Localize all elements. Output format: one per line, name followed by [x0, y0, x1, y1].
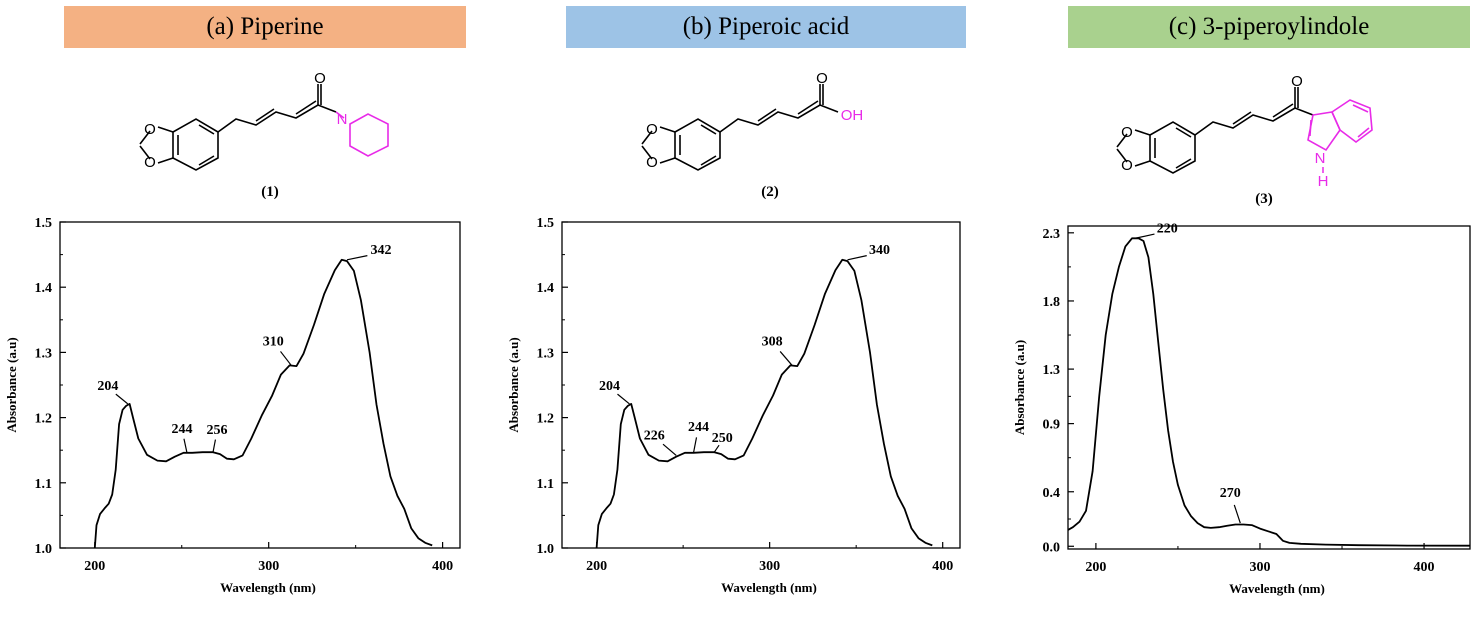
- atom-label: O: [144, 121, 156, 138]
- peak-leader: [847, 255, 867, 261]
- y-tick-label: 0.9: [1043, 418, 1061, 433]
- x-tick-label: 300: [759, 559, 780, 574]
- peak-label: 342: [370, 243, 391, 258]
- y-tick-label: 1.0: [35, 542, 53, 557]
- y-tick-label: 1.5: [537, 216, 555, 231]
- x-tick-label: 400: [1414, 560, 1435, 575]
- compound-label: (2): [761, 184, 779, 200]
- atom-label: O: [646, 121, 658, 138]
- peak-leader: [346, 255, 368, 261]
- y-tick-label: 0.4: [1043, 486, 1061, 501]
- peak-leader: [713, 444, 720, 453]
- peak-label: 204: [599, 379, 620, 394]
- peak-leader: [1233, 504, 1241, 524]
- y-tick-label: 1.3: [537, 346, 555, 361]
- y-tick-label: 1.5: [35, 216, 53, 231]
- atom-label: OH: [841, 107, 864, 124]
- peak-label: 244: [171, 422, 192, 437]
- peak-label: 308: [762, 334, 783, 349]
- x-axis-label: Wavelength (nm): [220, 580, 316, 595]
- panel-3-piperoylindole: (c) 3-piperoylindole O O O N H: [980, 0, 1472, 625]
- spectrum-line: [595, 258, 933, 549]
- atom-label: O: [1291, 73, 1303, 90]
- atom-label: O: [646, 154, 658, 171]
- peak-label: 250: [712, 431, 733, 446]
- atom-label: H: [1318, 173, 1329, 190]
- y-tick-label: 1.3: [35, 346, 53, 361]
- x-tick-label: 200: [84, 559, 105, 574]
- peak-label: 220: [1157, 221, 1178, 236]
- peak-label: 270: [1220, 486, 1241, 501]
- x-axis-label: Wavelength (nm): [1229, 581, 1325, 596]
- 3-piperoylindole-structure: O O O N H (3): [1116, 73, 1373, 207]
- x-tick-label: 200: [1085, 560, 1106, 575]
- y-tick-label: 1.4: [35, 281, 53, 296]
- peak-label: 340: [869, 243, 890, 258]
- y-tick-label: 0.0: [1043, 540, 1061, 555]
- y-tick-label: 1.1: [35, 477, 53, 492]
- compound-label: (1): [261, 184, 279, 200]
- peak-label: 204: [97, 379, 118, 394]
- plot-frame: [1067, 225, 1471, 550]
- peak-leader: [183, 438, 188, 453]
- x-tick-label: 400: [432, 559, 453, 574]
- atom-label: O: [1121, 124, 1133, 141]
- y-tick-label: 1.2: [35, 412, 53, 427]
- spectrum-line: [93, 258, 433, 549]
- chart-3-piperoylindole: 0.0 0.4 0.9 1.3 1.8 2.3 200 300 400 Wavelength (n…: [1012, 221, 1471, 596]
- atom-label: N: [337, 111, 348, 128]
- panel-header: (b) Piperoic acid: [566, 6, 966, 48]
- peak-label: 310: [263, 334, 284, 349]
- spectrum-line: [1067, 237, 1471, 547]
- peak-leader: [779, 351, 793, 366]
- y-tick-label: 1.0: [537, 542, 555, 557]
- piperoic-acid-structure: O O O OH (2): [641, 72, 864, 200]
- peak-leader: [212, 439, 217, 453]
- compound-label: (3): [1255, 191, 1273, 207]
- y-tick-label: 1.3: [1043, 363, 1061, 378]
- panel-piperine: (a) Piperine O O O N (1): [0, 0, 490, 625]
- panel-piperoic-acid: (b) Piperoic acid O O O OH (2) 1.0 1.1 1.2…: [490, 0, 980, 625]
- peak-label: 256: [207, 423, 228, 438]
- x-tick-label: 300: [258, 559, 279, 574]
- peak-leader: [617, 393, 630, 405]
- atom-label: O: [314, 72, 326, 87]
- atom-label: O: [1121, 157, 1133, 174]
- peak-leader: [692, 437, 698, 453]
- peak-label: 226: [644, 428, 665, 443]
- x-tick-label: 200: [586, 559, 607, 574]
- peak-leader: [1135, 233, 1155, 239]
- y-tick-label: 1.2: [537, 412, 555, 427]
- y-tick-label: 1.1: [537, 477, 555, 492]
- piperine-structure: O O O N (1): [139, 72, 389, 200]
- panel-header: (c) 3-piperoylindole: [1068, 6, 1470, 48]
- y-tick-label: 1.4: [537, 281, 555, 296]
- y-tick-label: 1.8: [1043, 295, 1061, 310]
- peak-leader: [115, 393, 129, 405]
- x-axis-label: Wavelength (nm): [721, 580, 817, 595]
- chart-piperoic-acid: 1.0 1.1 1.2 1.3 1.4 1.5 200 300 400 Wavelength (n…: [506, 216, 961, 595]
- atom-label: O: [816, 72, 828, 87]
- peak-leader: [280, 351, 292, 366]
- chart-piperine: 1.0 1.1 1.2 1.3 1.4 1.5 200 300 400 Wavelength (n…: [4, 216, 461, 595]
- x-tick-label: 300: [1249, 560, 1270, 575]
- x-tick-label: 400: [932, 559, 953, 574]
- peak-label: 244: [688, 420, 709, 435]
- atom-label: O: [144, 154, 156, 171]
- peak-leader: [662, 443, 677, 456]
- y-axis-label: Absorbance (a.u): [4, 337, 19, 432]
- atom-label: N: [1315, 150, 1326, 167]
- y-axis-label: Absorbance (a.u): [506, 337, 521, 432]
- panel-header: (a) Piperine: [64, 6, 466, 48]
- y-tick-label: 2.3: [1043, 227, 1061, 242]
- y-axis-label: Absorbance (a.u): [1012, 340, 1027, 435]
